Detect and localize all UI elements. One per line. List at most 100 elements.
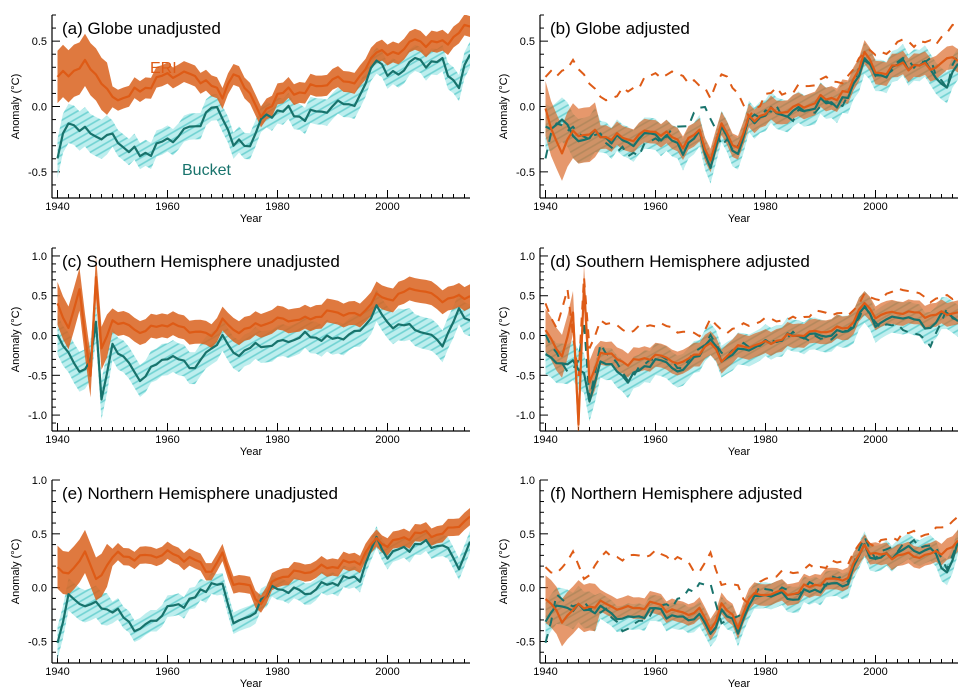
y-tick-label: 0.0 [520, 583, 535, 595]
x-tick-label: 1980 [265, 201, 289, 213]
bucket-unadjusted-dashed-line [544, 534, 958, 644]
eri-series-label: ERI [150, 60, 177, 77]
panel-title: (d) Southern Hemisphere adjusted [550, 252, 810, 271]
y-tick-label: -0.5 [516, 167, 535, 179]
x-axis-label: Year [240, 678, 263, 690]
y-tick-label: -0.5 [516, 636, 535, 648]
y-tick-label: 0.5 [32, 291, 47, 303]
eri-unadjusted-dashed-line [544, 23, 958, 119]
y-tick-label: -0.5 [516, 370, 535, 382]
x-tick-label: 1960 [155, 434, 179, 446]
x-tick-label: 1960 [643, 666, 667, 678]
y-tick-label: 0.0 [32, 102, 47, 114]
eri-series-line [544, 539, 958, 631]
x-axis-label: Year [728, 678, 751, 690]
y-tick-label: 0.5 [520, 291, 535, 303]
y-axis-label: Anomaly (°C) [10, 539, 22, 605]
x-tick-label: 1940 [533, 434, 557, 446]
y-tick-label: 0.0 [32, 331, 47, 343]
y-axis-label: Anomaly (°C) [498, 307, 510, 373]
y-tick-label: 0.5 [520, 36, 535, 48]
bucket-series-label: Bucket [182, 162, 231, 179]
panel-title: (a) Globe unadjusted [62, 19, 221, 38]
y-tick-label: 1.0 [32, 475, 47, 487]
x-axis-label: Year [240, 213, 263, 225]
x-tick-label: 1980 [753, 434, 777, 446]
panel-b: 1940 1960 1980 2000 -0.5 0.0 0.5 Year Anomaly (°… [498, 14, 958, 225]
x-tick-label: 2000 [863, 201, 887, 213]
panel-e: 1940 1960 1980 2000 -0.5 0.0 0.5 1.0 Year Anomaly… [10, 475, 470, 690]
bucket-series-line [56, 54, 470, 159]
eri-series-line [56, 23, 470, 119]
y-tick-label: 1.0 [520, 251, 535, 263]
panel-c: 1940 1960 1980 2000 -1.0 -0.5 0.0 0.5 1.0 Year Ano… [10, 247, 470, 458]
eri-uncertainty-band [57, 15, 470, 128]
x-tick-label: 1980 [753, 666, 777, 678]
panel-title: (e) Northern Hemisphere unadjusted [62, 484, 338, 503]
panel-f: 1940 1960 1980 2000 -0.5 0.0 0.5 1.0 Year Anomaly… [498, 475, 958, 690]
panel-a: 1940 1960 1980 2000 -0.5 0.0 0.5 Year Anomaly (°… [10, 14, 470, 225]
eri-uncertainty-band [57, 255, 470, 398]
y-tick-label: 0.0 [520, 331, 535, 343]
x-tick-label: 1960 [643, 434, 667, 446]
x-tick-label: 1960 [643, 201, 667, 213]
y-axis-label: Anomaly (°C) [498, 539, 510, 605]
x-tick-label: 1960 [155, 666, 179, 678]
plot-area [56, 15, 470, 179]
x-axis-label: Year [240, 446, 263, 458]
panel-title: (f) Northern Hemisphere adjusted [550, 484, 802, 503]
eri-series-line [56, 515, 470, 606]
x-tick-label: 1940 [533, 666, 557, 678]
eri-series-line [544, 50, 958, 162]
y-axis-label: Anomaly (°C) [10, 74, 22, 140]
eri-series-line [56, 275, 470, 378]
bucket-series-line [544, 305, 958, 403]
x-tick-label: 1960 [155, 201, 179, 213]
eri-uncertainty-band [545, 40, 958, 181]
x-tick-label: 2000 [375, 434, 399, 446]
x-tick-label: 1980 [265, 666, 289, 678]
x-tick-label: 1940 [45, 201, 69, 213]
bucket-unadjusted-dashed-line [544, 303, 958, 400]
eri-uncertainty-band [545, 529, 958, 647]
y-tick-label: -1.0 [28, 410, 47, 422]
panel-title: (b) Globe adjusted [550, 19, 690, 38]
y-tick-label: -0.5 [28, 167, 47, 179]
x-tick-label: 2000 [375, 201, 399, 213]
plot-area [56, 255, 470, 420]
x-tick-label: 1940 [533, 201, 557, 213]
x-tick-label: 2000 [375, 666, 399, 678]
y-tick-label: -0.5 [28, 636, 47, 648]
y-tick-label: 0.5 [520, 529, 535, 541]
y-tick-label: 0.5 [32, 529, 47, 541]
y-tick-label: 1.0 [32, 251, 47, 263]
x-axis-label: Year [728, 213, 751, 225]
y-tick-label: -0.5 [28, 370, 47, 382]
eri-series-line [544, 284, 958, 426]
series-label-group: ERI Bucket [150, 60, 231, 179]
plot-area [544, 264, 958, 431]
x-tick-label: 1940 [45, 666, 69, 678]
eri-unadjusted-dashed-line [544, 276, 958, 377]
y-tick-label: 0.0 [520, 102, 535, 114]
x-tick-label: 1980 [753, 201, 777, 213]
x-tick-label: 2000 [863, 666, 887, 678]
x-axis-label: Year [728, 446, 751, 458]
eri-uncertainty-band [57, 507, 470, 613]
y-tick-label: 1.0 [520, 475, 535, 487]
y-tick-label: -1.0 [516, 410, 535, 422]
plot-area [544, 23, 958, 184]
bucket-series-line [56, 304, 470, 401]
y-axis-label: Anomaly (°C) [498, 74, 510, 140]
panel-d: 1940 1960 1980 2000 -1.0 -0.5 0.0 0.5 1.0 Year Ano… [498, 247, 958, 458]
y-tick-label: 0.0 [32, 583, 47, 595]
x-tick-label: 1980 [265, 434, 289, 446]
x-tick-label: 1940 [45, 434, 69, 446]
plot-area [56, 507, 470, 659]
plot-area [544, 515, 958, 647]
y-axis-label: Anomaly (°C) [10, 307, 22, 373]
x-tick-label: 2000 [863, 434, 887, 446]
panel-title: (c) Southern Hemisphere unadjusted [62, 252, 340, 271]
y-tick-label: 0.5 [32, 36, 47, 48]
